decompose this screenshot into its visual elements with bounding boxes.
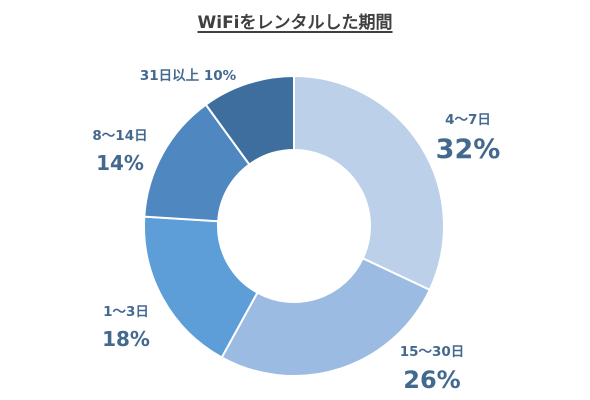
label-name-s8_14: 8～14日 <box>92 128 147 144</box>
slice-s15_30 <box>220 257 432 377</box>
label-value-s1_3: 18% <box>102 327 150 351</box>
label-value-s8_14: 14% <box>96 151 144 175</box>
label-name-s15_30: 15～30日 <box>400 344 465 360</box>
label-value-s15_30: 26% <box>403 366 460 394</box>
label-s31: 31日以上 10% <box>140 68 237 84</box>
label-value-s4_7: 32% <box>436 134 501 165</box>
label-name-s4_7: 4～7日 <box>445 112 491 128</box>
slice-s1_3 <box>143 215 259 359</box>
label-name-s1_3: 1～3日 <box>103 304 149 320</box>
slice-s31 <box>204 74 295 166</box>
chart-title: WiFiをレンタルした期間 <box>197 13 393 33</box>
slice-s4_7 <box>293 74 445 292</box>
